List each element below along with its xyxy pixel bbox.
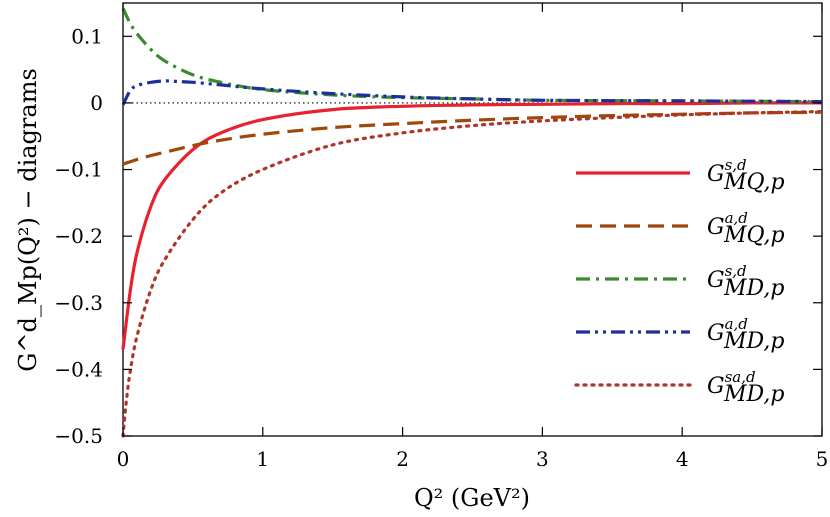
y-tick-label: 0 (90, 91, 103, 115)
series-line-1 (121, 101, 823, 350)
x-tick-label: 1 (256, 447, 269, 471)
series-layer (121, 7, 824, 438)
series-line-5 (121, 110, 824, 438)
y-tick-label: −0.4 (54, 357, 103, 381)
series-line-3 (121, 7, 823, 104)
series-line-4 (121, 79, 823, 106)
x-axis-title: Q² (GeV²) (414, 484, 530, 512)
y-tick-label: −0.3 (54, 291, 103, 315)
y-tick-label: −0.2 (54, 224, 103, 248)
plot-frame (122, 2, 823, 437)
legend-sublabel-2: MQ,p (723, 223, 785, 248)
y-tick-label: 0.1 (71, 24, 103, 48)
x-tick-label: 5 (816, 447, 829, 471)
legend-sublabel-4: MD,p (723, 329, 784, 354)
legend-label-5: Gsa,d (707, 368, 756, 399)
x-tick-label: 2 (396, 447, 409, 471)
legend-label-2: Ga,d (707, 209, 748, 240)
legend-label-3: Gs,d (707, 262, 747, 293)
ticks-layer: 0 1 2 3 4 5 0.1 0 −0.1 −0.2 −0.3 −0.4 −0.5 (54, 3, 828, 471)
series-line-2 (122, 110, 823, 166)
legend-sublabel-5: MD,p (723, 382, 784, 407)
legend-sublabel-3: MD,p (723, 276, 784, 301)
x-tick-label: 0 (117, 447, 130, 471)
x-tick-label: 3 (536, 447, 549, 471)
y-tick-label: −0.5 (54, 424, 103, 448)
y-axis-title: G^d_Mp(Q²) − diagrams (14, 68, 42, 372)
legend-label-1: Gs,d (707, 156, 747, 187)
legend-sublabel-1: MQ,p (723, 170, 785, 195)
legend: Gs,dMQ,pGa,dMQ,pGs,dMD,pGa,dMD,pGsa,dMD,… (574, 156, 785, 407)
y-tick-label: −0.1 (54, 158, 103, 182)
legend-label-4: Ga,d (707, 315, 748, 346)
x-tick-label: 4 (676, 447, 689, 471)
